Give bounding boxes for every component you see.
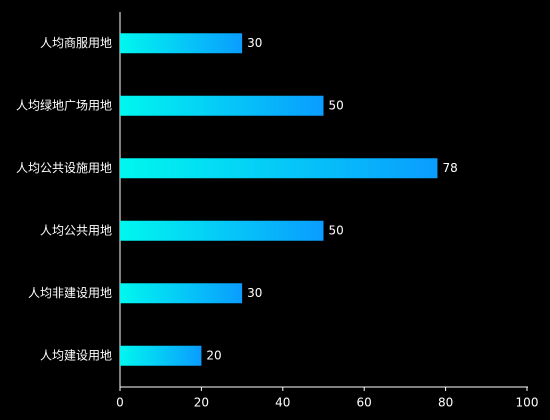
bar: [120, 95, 324, 116]
x-tick-label: 0: [116, 396, 124, 410]
value-label: 20: [206, 348, 221, 362]
bar: [120, 345, 202, 366]
y-tick-label: 人均建设用地: [40, 348, 112, 362]
y-tick-label: 人均公共用地: [40, 223, 112, 237]
x-tick-label: 80: [438, 396, 453, 410]
x-tick-label: 40: [275, 396, 290, 410]
bar: [120, 158, 438, 179]
value-label: 50: [329, 223, 344, 237]
value-label: 30: [247, 36, 262, 50]
value-label: 30: [247, 286, 262, 300]
y-tick-label: 人均公共设施用地: [16, 161, 112, 175]
y-tick-label: 人均非建设用地: [28, 286, 112, 300]
y-tick-label: 人均商服用地: [40, 35, 112, 50]
bar: [120, 220, 324, 241]
x-tick-label: 20: [194, 396, 209, 410]
bar: [120, 33, 243, 54]
y-tick-label: 人均绿地广场用地: [16, 97, 112, 112]
x-tick-label: 100: [516, 396, 539, 410]
value-label: 78: [442, 161, 457, 175]
x-tick-label: 60: [357, 396, 372, 410]
bar: [120, 283, 243, 304]
value-label: 50: [329, 98, 344, 112]
